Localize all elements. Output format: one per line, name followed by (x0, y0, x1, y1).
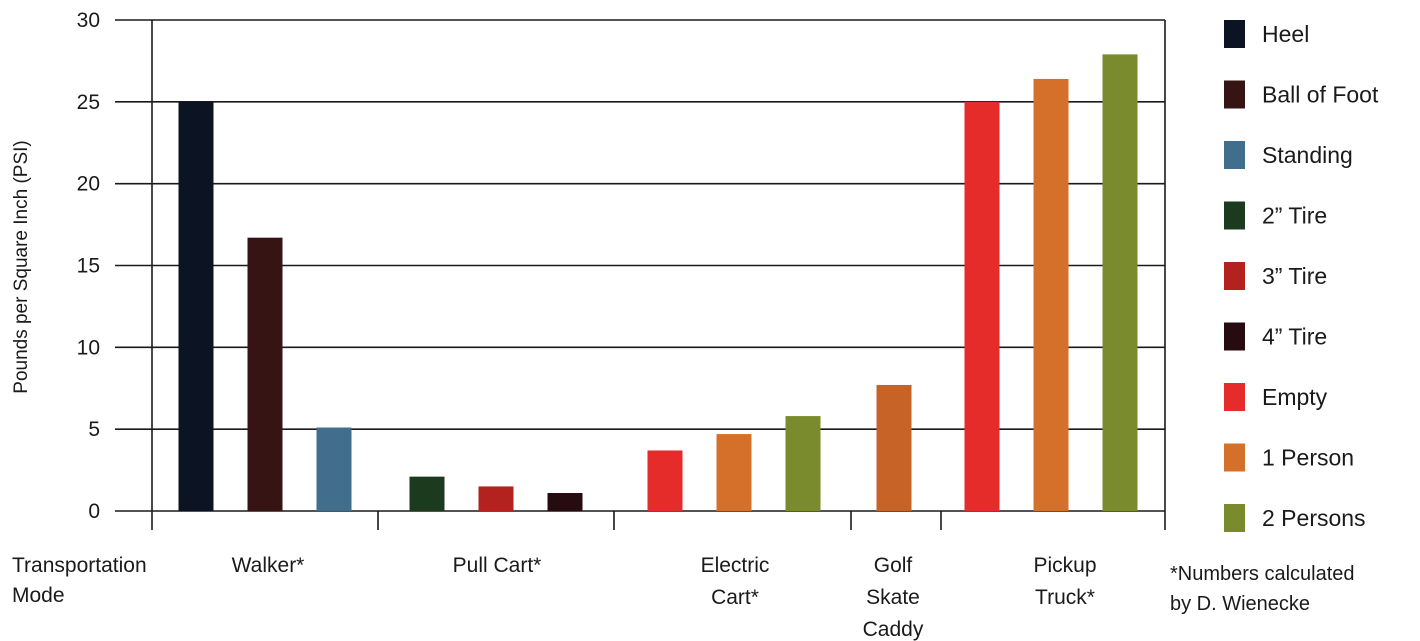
bar-pickup-truck--1-person (1033, 78, 1069, 512)
group-label-line: Pickup (1033, 554, 1096, 577)
x-axis-title: Transportation Mode (12, 554, 147, 607)
legend-label: Standing (1262, 142, 1353, 168)
group-label-line: Walker* (232, 554, 305, 577)
group-label-line: Electric (701, 554, 770, 577)
y-tick-label: 25 (77, 91, 100, 114)
legend-label: Ball of Foot (1262, 82, 1379, 108)
bar-walker--ball-of-foot (247, 237, 283, 511)
group-label-line: Cart* (711, 586, 759, 609)
y-tick-label: 10 (77, 336, 100, 359)
legend-swatch-2-persons (1224, 504, 1245, 532)
y-tick-label: 0 (88, 500, 100, 523)
legend-label: 2” Tire (1262, 203, 1327, 229)
bar-electric-cart--2-persons (785, 416, 821, 511)
group-label-line: Golf (874, 554, 913, 577)
x-axis-title-line: Mode (12, 584, 65, 607)
bar-electric-cart--1-person (716, 434, 752, 511)
legend-swatch-heel (1224, 20, 1245, 48)
legend-label: Heel (1262, 21, 1309, 47)
bar-golf-skate-caddy-1-person (876, 384, 912, 511)
legend-label: Empty (1262, 384, 1328, 410)
bar-pull-cart--3-tire (478, 486, 514, 511)
x-axis-title-line: Transportation (12, 554, 147, 577)
y-tick-label: 5 (88, 418, 100, 441)
legend-label: 1 Person (1262, 445, 1354, 471)
group-label-0: Walker* (232, 554, 305, 577)
bar-pickup-truck--empty (964, 101, 1000, 511)
y-tick-label: 15 (77, 255, 100, 278)
y-axis-title: Pounds per Square Inch (PSI) (11, 140, 32, 393)
group-label-line: Caddy (863, 618, 924, 641)
group-label-line: Pull Cart* (453, 554, 542, 577)
bar-pickup-truck--2-persons (1102, 54, 1138, 512)
legend-label: 3” Tire (1262, 263, 1327, 289)
legend-swatch-standing (1224, 141, 1245, 169)
bar-walker--standing (316, 427, 352, 511)
legend-swatch-1-person (1224, 443, 1245, 472)
group-label-4: Pickup Truck* (1033, 554, 1096, 609)
group-label-line: Skate (866, 586, 920, 609)
bar-electric-cart--empty (647, 450, 683, 511)
legend-swatch-empty (1224, 383, 1245, 411)
group-label-3: Golf Skate Caddy (863, 554, 924, 641)
bar-walker--heel (178, 101, 214, 511)
bar-pull-cart--2-tire (409, 476, 445, 511)
group-label-2: Electric Cart* (701, 554, 770, 609)
legend-swatch-ball-of-foot (1224, 80, 1245, 109)
group-label-line: Truck* (1035, 586, 1095, 609)
y-tick-label: 20 (77, 173, 100, 196)
group-label-1: Pull Cart* (453, 554, 542, 577)
bar-pull-cart--4-tire (547, 492, 583, 511)
y-tick-label: 30 (77, 9, 100, 32)
legend-label: 4” Tire (1262, 324, 1327, 350)
legend-swatch-3-tire (1224, 262, 1245, 290)
footnote-line: by D. Wienecke (1170, 593, 1310, 615)
footnote-line: *Numbers calculated (1170, 563, 1355, 585)
legend-swatch-4-tire (1224, 322, 1245, 351)
legend-swatch-2-tire (1224, 201, 1245, 230)
footnote: *Numbers calculated by D. Wienecke (1170, 563, 1355, 615)
legend-label: 2 Persons (1262, 505, 1366, 531)
